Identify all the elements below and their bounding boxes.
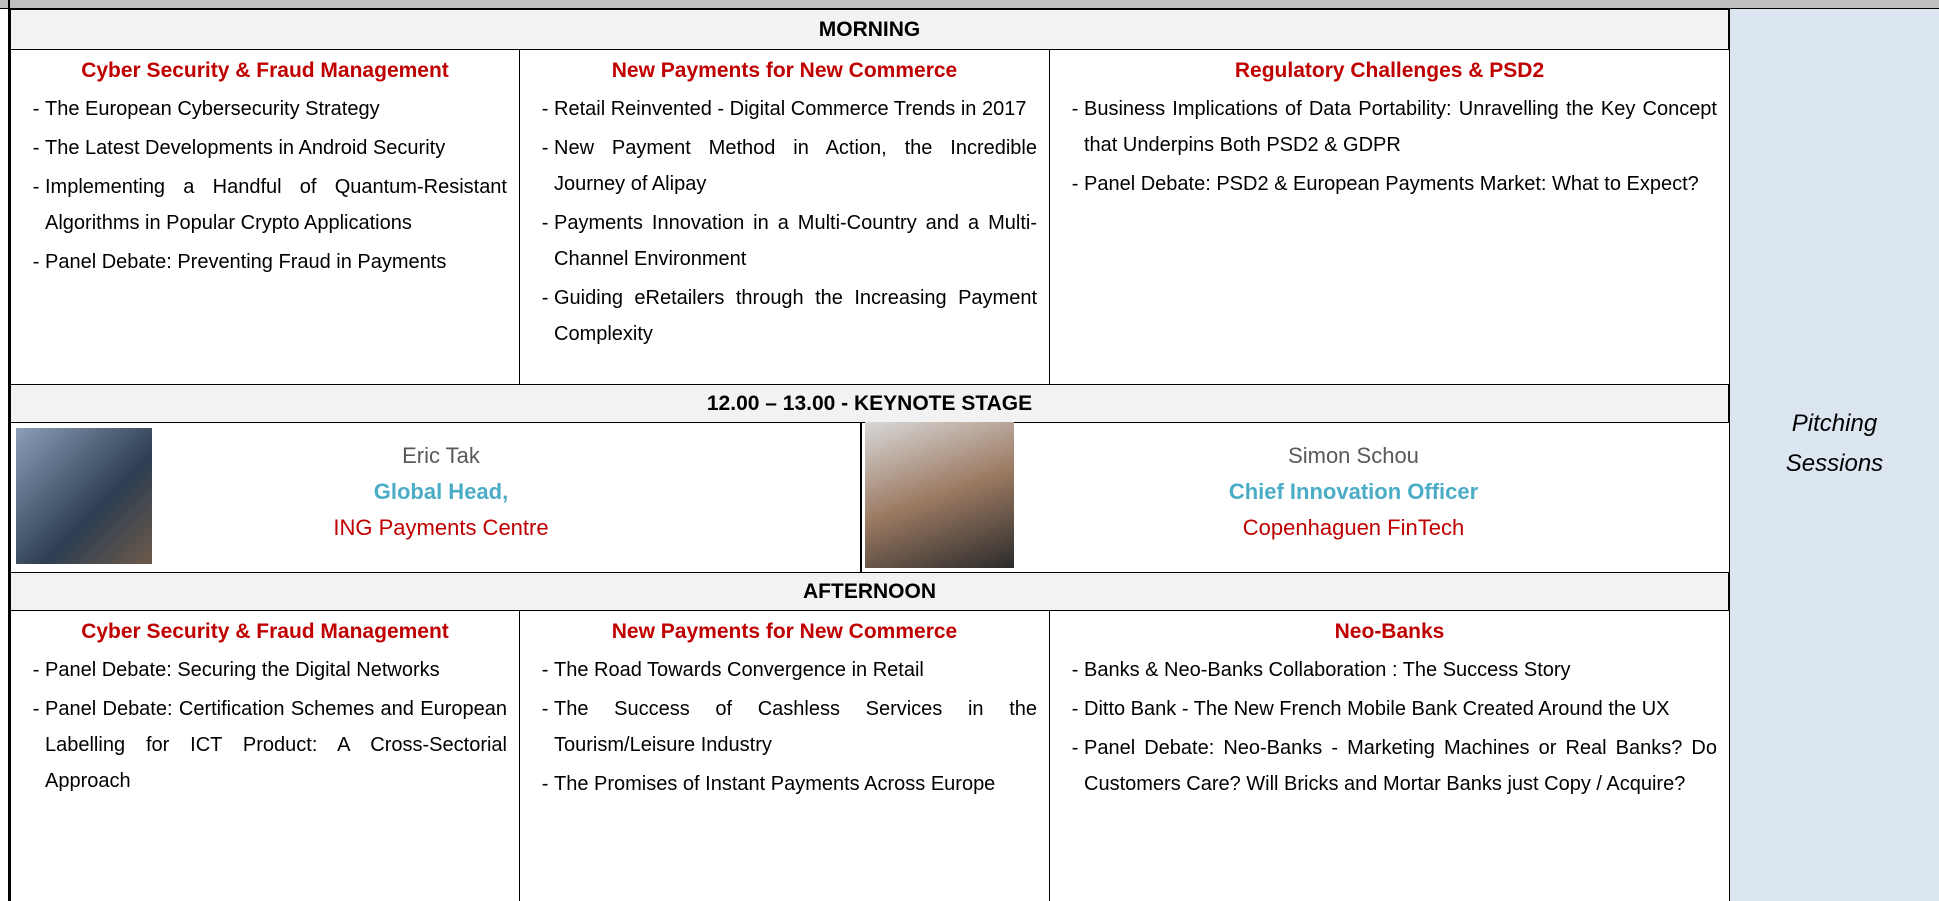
track-cell: Cyber Security & Fraud Management The Eur…: [10, 50, 519, 384]
session-item: Panel Debate: Certification Schemes and …: [45, 691, 507, 799]
session-item: Retail Reinvented - Digital Commerce Tre…: [554, 91, 1037, 127]
session-item: Business Implications of Data Portabilit…: [1084, 91, 1717, 163]
session-item: The European Cybersecurity Strategy: [45, 91, 507, 127]
top-bar: [0, 0, 1939, 9]
session-item: Ditto Bank - The New French Mobile Bank …: [1084, 691, 1717, 727]
session-list: Business Implications of Data Portabilit…: [1062, 91, 1717, 202]
morning-header: MORNING: [10, 9, 1729, 50]
session-item: Panel Debate: Preventing Fraud in Paymen…: [45, 244, 507, 280]
session-item: Banks & Neo-Banks Collaboration : The Su…: [1084, 652, 1717, 688]
session-list: Retail Reinvented - Digital Commerce Tre…: [532, 91, 1037, 352]
session-list: Banks & Neo-Banks Collaboration : The Su…: [1062, 652, 1717, 802]
speaker-photo: [16, 428, 152, 564]
speaker-role: Global Head,: [373, 479, 509, 504]
session-item: The Promises of Instant Payments Across …: [554, 766, 1037, 802]
session-item: Implementing a Handful of Quantum-Resist…: [45, 169, 507, 241]
session-item: Panel Debate: Securing the Digital Netwo…: [45, 652, 507, 688]
speaker-org: Copenhaguen FinTech: [1242, 515, 1465, 540]
track-cell: New Payments for New Commerce The Road To…: [519, 611, 1049, 901]
track-cell: New Payments for New Commerce Retail Rein…: [519, 50, 1049, 384]
track-title: New Payments for New Commerce: [611, 620, 958, 643]
session-item: New Payment Method in Action, the Incred…: [554, 130, 1037, 202]
keynote-header: 12.00 – 13.00 - KEYNOTE STAGE: [10, 384, 1729, 423]
speaker-org: ING Payments Centre: [333, 515, 549, 540]
track-cell: Neo-Banks Banks & Neo-Banks Collaboration…: [1049, 611, 1729, 901]
speaker: Eric Tak Global Head, ING Payments Centre: [161, 438, 721, 546]
session-item: The Road Towards Convergence in Retail: [554, 652, 1037, 688]
speaker: Simon Schou Chief Innovation Officer Copen…: [1021, 438, 1686, 546]
track-title: Regulatory Challenges & PSD2: [1234, 59, 1545, 82]
session-item: Panel Debate: PSD2 & European Payments M…: [1084, 166, 1717, 202]
keynote-row: Eric Tak Global Head, ING Payments Centre S…: [10, 422, 1729, 573]
divider: [860, 422, 862, 573]
side-column: Pitching Sessions: [1729, 9, 1939, 901]
track-title: Cyber Security & Fraud Management: [81, 59, 449, 82]
afternoon-header: AFTERNOON: [10, 572, 1729, 611]
session-item: The Latest Developments in Android Secur…: [45, 130, 507, 166]
speaker-name: Eric Tak: [402, 443, 480, 468]
track-title: Neo-Banks: [1334, 620, 1445, 643]
track-title: Cyber Security & Fraud Management: [81, 620, 449, 643]
track-title: New Payments for New Commerce: [611, 59, 958, 82]
session-item: The Success of Cashless Services in the …: [554, 691, 1037, 763]
session-item: Guiding eRetailers through the Increasin…: [554, 280, 1037, 352]
track-cell: Cyber Security & Fraud Management Panel D…: [10, 611, 519, 901]
session-list: Panel Debate: Securing the Digital Netwo…: [23, 652, 507, 799]
session-list: The European Cybersecurity StrategyThe L…: [23, 91, 507, 280]
session-item: Payments Innovation in a Multi-Country a…: [554, 205, 1037, 277]
session-list: The Road Towards Convergence in RetailTh…: [532, 652, 1037, 802]
speaker-role: Chief Innovation Officer: [1228, 479, 1479, 504]
speaker-photo: [865, 422, 1014, 568]
track-cell: Regulatory Challenges & PSD2 Business Imp…: [1049, 50, 1729, 384]
speaker-name: Simon Schou: [1288, 443, 1419, 468]
session-item: Panel Debate: Neo-Banks - Marketing Mach…: [1084, 730, 1717, 802]
left-border: [8, 0, 10, 901]
side-text: Pitching Sessions: [1785, 410, 1884, 477]
